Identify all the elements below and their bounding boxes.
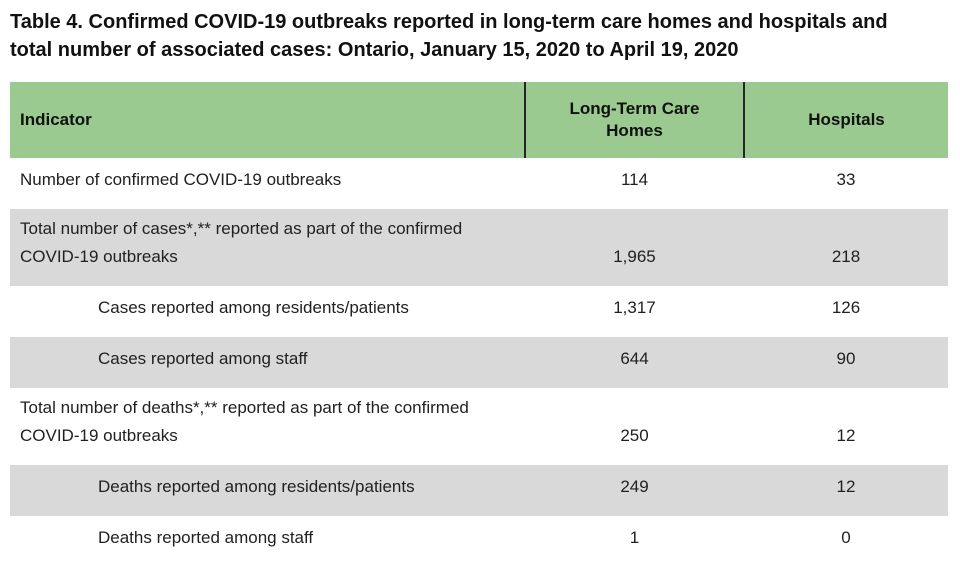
hospitals-value: 0: [841, 528, 851, 547]
column-header-ltc-homes-label: Long-Term Care Homes: [569, 99, 700, 140]
ltc-homes-value: 1: [629, 528, 640, 547]
table-title: Table 4. Confirmed COVID-19 outbreaks re…: [10, 8, 960, 64]
table-row-cases-residents: Cases reported among residents/patients …: [10, 286, 948, 337]
hospitals-value: 218: [744, 209, 948, 286]
table-row-confirmed-outbreaks: Number of confirmed COVID-19 outbreaks 1…: [10, 158, 948, 209]
hospitals-value: 12: [836, 426, 856, 445]
column-header-hospitals: Hospitals: [743, 82, 948, 158]
row-label: Deaths reported among residents/patients: [10, 465, 525, 516]
table-title-line1: Table 4. Confirmed COVID-19 outbreaks re…: [10, 11, 888, 33]
ltc-homes-value: 114: [620, 170, 649, 189]
column-header-indicator: Indicator: [10, 82, 525, 158]
row-label: Cases reported among residents/patients: [98, 298, 409, 317]
table-row-cases-staff: Cases reported among staff 644 90: [10, 337, 948, 388]
hospitals-value: 126: [831, 298, 861, 317]
table-row-total-cases: Total number of cases*,** reported as pa…: [10, 209, 948, 286]
ltc-homes-value: 1,965: [525, 209, 744, 286]
row-label: Total number of cases*,** reported as pa…: [10, 209, 525, 286]
table-row-total-deaths: Total number of deaths*,** reported as p…: [10, 388, 948, 465]
row-label: Number of confirmed COVID-19 outbreaks: [20, 170, 342, 189]
table-row-deaths-staff: Deaths reported among staff 1 0: [10, 516, 948, 567]
covid-outbreaks-table: Indicator Long-Term Care Homes Hospitals…: [10, 82, 948, 567]
hospitals-value: 90: [744, 337, 948, 388]
hospitals-value: 33: [836, 170, 856, 189]
row-label: Deaths reported among staff: [98, 528, 314, 547]
row-label: Total number of deaths*,** reported as p…: [20, 398, 469, 445]
table-row-deaths-residents: Deaths reported among residents/patients…: [10, 465, 948, 516]
hospitals-value: 12: [744, 465, 948, 516]
column-header-hospitals-label: Hospitals: [808, 110, 885, 129]
ltc-homes-value: 250: [620, 426, 649, 445]
column-header-ltc-homes: Long-Term Care Homes: [524, 82, 744, 158]
document-page: Table 4. Confirmed COVID-19 outbreaks re…: [0, 8, 960, 568]
ltc-homes-value: 249: [525, 465, 744, 516]
ltc-homes-value: 644: [525, 337, 744, 388]
header-row: Indicator Long-Term Care Homes Hospitals: [10, 82, 948, 158]
row-label: Cases reported among staff: [10, 337, 525, 388]
ltc-homes-value: 1,317: [613, 298, 656, 317]
table-title-line2: total number of associated cases: Ontari…: [10, 39, 739, 61]
